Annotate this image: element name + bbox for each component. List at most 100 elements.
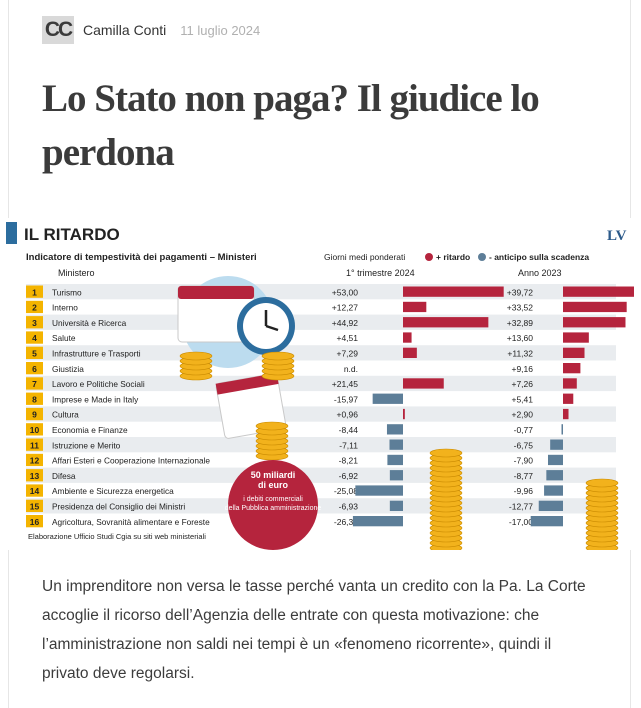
rank-number: 11 bbox=[30, 440, 39, 450]
value-label: +21,45 bbox=[332, 379, 359, 389]
rank-badge bbox=[26, 469, 43, 482]
row-background bbox=[26, 375, 616, 392]
column-header-ministry: Ministero bbox=[58, 268, 95, 278]
value-bar bbox=[403, 378, 444, 389]
infographic-chart: IL RITARDO LV Indicatore di tempestività… bbox=[6, 218, 634, 550]
value-bar bbox=[561, 424, 563, 435]
rank-number: 16 bbox=[30, 517, 40, 527]
value-bar bbox=[544, 485, 563, 496]
rank-badge bbox=[26, 285, 43, 298]
site-logo[interactable]: CC bbox=[42, 16, 74, 44]
value-label: +13,60 bbox=[507, 333, 534, 343]
value-bar bbox=[389, 500, 403, 511]
value-bar bbox=[403, 301, 427, 313]
value-bar bbox=[389, 470, 403, 481]
rank-number: 8 bbox=[32, 394, 37, 404]
legend-positive: + ritardo bbox=[436, 252, 470, 262]
ministry-label: Università e Ricerca bbox=[52, 318, 127, 328]
value-bar bbox=[563, 332, 589, 343]
coin bbox=[255, 421, 289, 431]
value-label: -7,90 bbox=[514, 456, 534, 466]
callout-title: 50 miliardi di euro bbox=[251, 470, 296, 490]
rank-badge bbox=[26, 331, 43, 344]
rank-number: 9 bbox=[32, 410, 37, 420]
value-label: -8,77 bbox=[514, 471, 534, 481]
section-title: IL RITARDO bbox=[24, 225, 120, 244]
row-background bbox=[26, 498, 616, 514]
column-header-year-2023: Anno 2023 bbox=[518, 268, 562, 278]
value-label: -8,21 bbox=[339, 456, 359, 466]
coin bbox=[179, 351, 213, 361]
value-label: +39,72 bbox=[507, 287, 534, 297]
value-label: -26,36 bbox=[334, 517, 358, 527]
value-bar bbox=[403, 347, 417, 358]
value-bar bbox=[389, 439, 403, 450]
value-label: +44,92 bbox=[332, 318, 359, 328]
value-label: -6,75 bbox=[514, 440, 534, 450]
rank-number: 12 bbox=[30, 456, 40, 466]
rank-number: 3 bbox=[32, 318, 37, 328]
rank-number: 6 bbox=[32, 364, 37, 374]
value-label: -7,11 bbox=[339, 440, 358, 450]
value-label: +7,26 bbox=[511, 379, 533, 389]
rank-number: 4 bbox=[32, 333, 37, 343]
value-label: -12,77 bbox=[509, 502, 533, 512]
value-bar bbox=[355, 485, 403, 496]
value-bar bbox=[387, 454, 403, 466]
value-label: +9,16 bbox=[511, 364, 533, 374]
ministry-label: Infrastrutture e Trasporti bbox=[52, 349, 141, 359]
rank-number: 7 bbox=[32, 379, 37, 389]
coin bbox=[585, 478, 619, 488]
ministry-label: Presidenza del Consiglio dei Ministri bbox=[52, 502, 185, 512]
value-label: -8,44 bbox=[339, 425, 359, 435]
rank-badge bbox=[26, 346, 43, 359]
rank-number: 13 bbox=[30, 471, 40, 481]
value-bar bbox=[563, 317, 626, 328]
ministry-label: Agricoltura, Sovranità alimentare e Fore… bbox=[52, 517, 210, 527]
author-name[interactable]: Camilla Conti bbox=[83, 22, 167, 38]
ministry-label: Istruzione e Merito bbox=[52, 440, 121, 450]
coin bbox=[261, 351, 295, 361]
row-background bbox=[26, 467, 616, 483]
value-label: -0,77 bbox=[514, 425, 534, 435]
ministry-label: Affari Esteri e Cooperazione Internazion… bbox=[52, 456, 210, 466]
source-caption: Elaborazione Ufficio Studi Cgia su siti … bbox=[28, 532, 206, 541]
value-label: +32,89 bbox=[507, 318, 534, 328]
ministry-label: Interno bbox=[52, 303, 78, 313]
legend-negative: - anticipo sulla scadenza bbox=[489, 252, 589, 262]
value-label: -6,93 bbox=[339, 502, 359, 512]
legend-positive-swatch bbox=[425, 253, 433, 261]
value-bar bbox=[403, 408, 405, 420]
rank-badge bbox=[26, 499, 43, 512]
value-bar bbox=[352, 516, 403, 527]
value-label: -15,97 bbox=[334, 394, 358, 404]
value-label: -6,92 bbox=[339, 471, 359, 481]
ministry-label: Imprese e Made in Italy bbox=[52, 394, 139, 404]
rank-badge bbox=[26, 407, 43, 421]
rank-number: 14 bbox=[30, 486, 40, 496]
article-headline: Lo Stato non paga? Il giudice lo perdona bbox=[42, 77, 540, 174]
callout-badge: 50 miliardi di euro i debiti commerciali d… bbox=[225, 460, 321, 550]
value-bar bbox=[546, 470, 563, 481]
ministry-label: Cultura bbox=[52, 410, 79, 420]
rank-number: 10 bbox=[30, 425, 40, 435]
value-bar bbox=[403, 286, 504, 297]
value-bar bbox=[563, 378, 577, 389]
value-label: n.d. bbox=[344, 364, 358, 374]
rank-badge bbox=[26, 392, 43, 405]
rank-number: 5 bbox=[32, 349, 37, 359]
rank-badge bbox=[26, 438, 43, 451]
value-label: +5,41 bbox=[511, 394, 533, 404]
value-bar bbox=[372, 393, 403, 404]
coin-stacks-illustration bbox=[179, 351, 619, 550]
value-label: +53,00 bbox=[332, 287, 359, 297]
value-label: +12,27 bbox=[332, 303, 359, 313]
calendar-clock-illustration bbox=[177, 276, 295, 439]
value-bar bbox=[563, 347, 585, 358]
value-label: -25,08 bbox=[334, 486, 358, 496]
value-bar bbox=[550, 439, 563, 450]
value-label: +33,52 bbox=[507, 303, 534, 313]
rank-number: 1 bbox=[32, 287, 37, 297]
legend-label: Giorni medi ponderati bbox=[324, 252, 405, 262]
row-background bbox=[26, 406, 616, 422]
